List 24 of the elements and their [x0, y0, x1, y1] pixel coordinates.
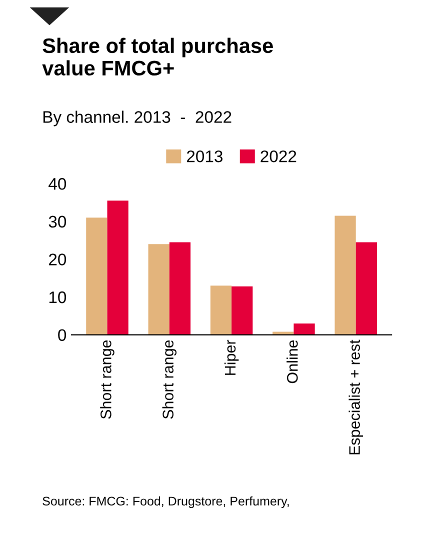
x-tick-label: Especialist + rest: [348, 340, 363, 454]
y-tick-label: 30: [48, 216, 66, 228]
y-tick-label: 20: [49, 254, 66, 266]
bar: [210, 286, 232, 335]
bar: [294, 323, 315, 335]
bar: [107, 200, 128, 335]
bar: [356, 242, 377, 335]
bar: [169, 242, 191, 335]
chart-title: Share of total purchase value FMCG+: [42, 38, 273, 76]
bar: [86, 218, 108, 335]
bar: [232, 286, 253, 335]
y-tick-label: 40: [48, 178, 66, 190]
y-tick-label: 0: [58, 329, 66, 342]
legend-label: 2022: [260, 150, 296, 162]
x-tick-label: Online: [286, 340, 298, 384]
x-tick-label: Short range: [162, 340, 177, 419]
bar: [334, 216, 356, 335]
y-tick-label: 10: [49, 291, 66, 304]
legend-label: 2013: [186, 150, 222, 162]
x-tick-label: Short range: [100, 340, 114, 419]
chart-subtitle: By channel. 2013 - 2022: [43, 110, 232, 126]
source-note: Source: FMCG: Food, Drugstore, Perfumery,: [42, 496, 289, 508]
x-tick-label: Hiper: [224, 340, 239, 375]
bar: [148, 244, 170, 335]
